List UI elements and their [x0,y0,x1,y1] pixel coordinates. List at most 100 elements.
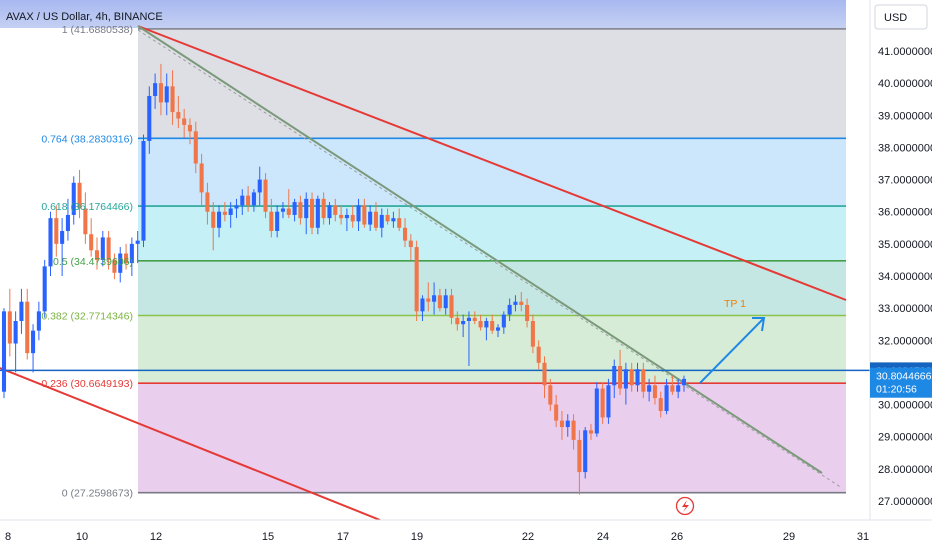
candle [432,282,437,315]
candle-body [106,237,111,260]
candle [246,186,251,212]
candle [141,134,146,248]
candle-body [217,211,222,228]
candle-body [25,301,30,354]
candle-body [94,250,100,260]
candle-body [652,385,657,399]
candle-body [513,301,518,305]
candle [635,362,640,392]
candle-body [385,214,390,222]
candle [658,391,663,418]
candle [176,96,181,129]
candle [7,288,12,357]
descending-trendline-dashed[interactable] [137,29,843,489]
candle-body [466,317,471,321]
candle [124,243,129,270]
candle [571,414,576,450]
time-tick-label: 26 [671,531,683,543]
candle-body [391,218,396,222]
candle-body [187,124,193,132]
candle [217,205,222,238]
candle-body [362,205,367,225]
candle [647,378,652,402]
candle [339,205,344,225]
lightning-icon[interactable] [675,496,695,516]
candle-body [222,211,227,215]
candle-body [548,385,553,405]
descending-trendline[interactable] [137,25,823,474]
tp1-annotation[interactable]: TP 1 [724,298,746,310]
candle [205,182,210,225]
candle-body [577,439,582,473]
candle-body [176,112,181,119]
candle-body [484,321,489,328]
time-tick-label: 24 [597,531,609,543]
candle-body [379,214,384,228]
candle-body [193,131,198,164]
candle [501,311,506,334]
candle [222,202,227,222]
candle [83,192,88,244]
candle [257,166,262,206]
candle [408,234,413,260]
candle-body [269,211,274,231]
candle [519,292,524,312]
candle-body [635,369,640,386]
candle [112,253,117,280]
fib-labels: 1 (41.6880538) 0.764 (38.2830316) 0.618 (3… [41,24,133,500]
candle [652,375,657,405]
candle [164,73,169,116]
candle-body [647,385,652,392]
channel-upper-line[interactable] [137,25,847,301]
fib-zone-0.5 [138,260,846,316]
candle [629,362,634,392]
candle-body [71,182,76,215]
candle-body [304,198,309,219]
time-tick-label: 19 [411,531,423,543]
currency-button[interactable]: USD [874,4,928,30]
fib-zone-0.618 [138,206,846,261]
candle-body [414,247,419,312]
price-tick-label: 32.0000000 [878,335,932,347]
time-tick-label: 29 [783,531,795,543]
candle [36,301,41,341]
time-tick-label: 12 [150,531,162,543]
candle-body [321,198,326,219]
top-band [0,0,846,28]
candle-body [490,321,495,331]
candle-body [455,317,460,325]
candle [368,205,373,231]
projection-arrow-line[interactable] [699,317,765,384]
candle-body [408,240,413,248]
channel-lower-line[interactable] [0,367,381,520]
candle-body [147,96,152,141]
candle [478,314,483,331]
price-tick-label: 34.0000000 [878,271,932,283]
candle-body [583,430,588,473]
candle-body [135,240,140,244]
candle-body [60,231,65,244]
candle [588,423,594,440]
candle-body [356,205,361,222]
price-tick-label: 28.0000000 [878,464,932,476]
fib-lines [138,28,846,494]
candle [594,382,599,437]
time-tick-label: 8 [5,531,11,543]
candle-body [228,208,233,215]
candle-body [211,211,216,228]
price-tick-label: 41.0000000 [878,46,932,58]
candle-body [298,202,303,219]
candle-body [19,301,24,321]
candle-body [275,211,280,231]
price-scale[interactable] [870,0,932,520]
candle [65,198,70,241]
candle [240,189,245,215]
candle [234,198,239,219]
time-axis[interactable] [0,520,932,550]
candle [525,298,530,328]
candle-body [478,321,483,328]
fib-level-label-0.236: 0.236 (30.6649193) [41,378,133,390]
candle-body [368,211,373,225]
candle-body [670,385,675,392]
